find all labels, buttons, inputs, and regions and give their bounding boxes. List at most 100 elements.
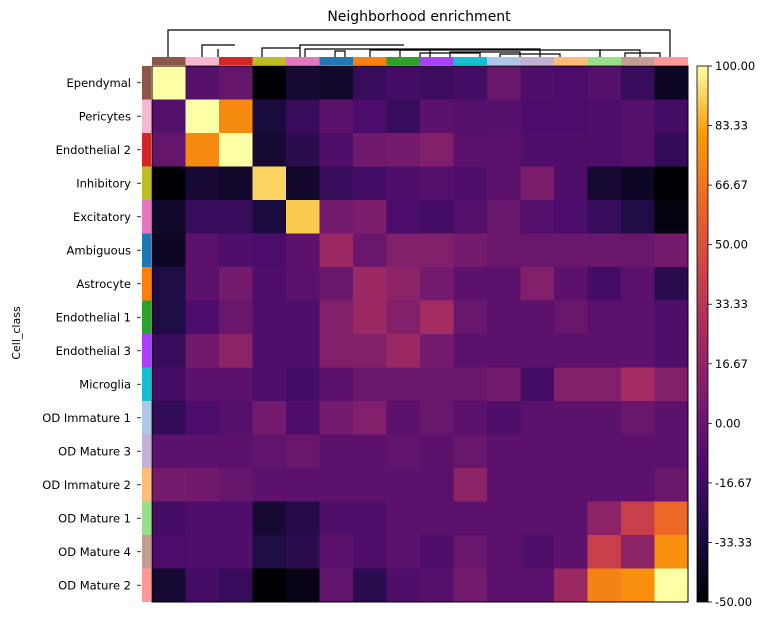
column-category-swatch [319,57,353,65]
heatmap-cell [319,267,354,301]
heatmap-cell [219,133,253,167]
chart-title: Neighborhood enrichment [327,9,511,25]
dendrogram [167,29,671,57]
heatmap-cell [520,166,555,201]
heatmap-cell [252,334,287,368]
heatmap-cell [654,66,689,100]
heatmap-cell [219,334,253,368]
heatmap-cell [453,434,488,469]
heatmap-cell [319,434,354,469]
row-category-swatch [142,66,151,100]
heatmap-cell [152,468,186,502]
row-label: Microglia [79,377,131,391]
heatmap-cell [487,434,521,469]
heatmap-cell [520,99,555,134]
heatmap-cell [654,535,689,569]
heatmap-cell [654,233,689,268]
heatmap-cell [621,233,655,268]
heatmap-cell [185,367,220,402]
heatmap-cell [420,468,454,502]
heatmap-cell [286,434,320,469]
heatmap-cell [453,300,488,335]
column-category-swatch [554,57,588,65]
heatmap-cell [420,200,454,234]
heatmap-cell [587,568,622,603]
heatmap-cell [621,133,655,167]
heatmap-cell [185,166,220,201]
heatmap-cell [621,568,655,603]
heatmap-cell [252,267,287,301]
heatmap-cell [554,99,588,134]
heatmap-cell [587,367,622,402]
heatmap-cell [520,233,555,268]
heatmap-cell [487,334,521,368]
heatmap-cell [621,535,655,569]
heatmap-cell [286,401,320,435]
heatmap-cell [219,568,253,603]
heatmap-cell [353,233,387,268]
heatmap-cell [286,99,320,134]
heatmap-cell [520,267,555,301]
heatmap-cell [219,166,253,201]
heatmap-cell [152,267,186,301]
heatmap-cell [453,99,488,134]
dendrogram-link [261,47,300,57]
row-category-swatch [142,267,151,301]
heatmap-cell [319,300,354,335]
heatmap-cell [185,401,220,435]
row-label: Endothelial 2 [56,143,131,157]
row-label: Pericytes [79,109,131,123]
colorbar-tick-label: 100.00 [715,59,755,73]
column-category-swatch [420,57,454,65]
heatmap-cell [453,535,488,569]
row-category-swatch [142,200,151,234]
heatmap-cell [621,401,655,435]
column-category-swatch [654,57,688,65]
row-category-swatch [142,367,151,401]
heatmap-cell [252,535,287,569]
heatmap-cell [420,166,454,201]
heatmap-cell [286,501,320,536]
heatmap-cell [587,300,622,335]
heatmap-cell [420,133,454,167]
heatmap-cell [621,501,655,536]
heatmap-cell [587,66,622,100]
heatmap-cell [152,99,186,134]
dendrogram-link [201,44,235,57]
heatmap-cell [386,501,421,536]
heatmap-cell [185,66,220,100]
heatmap-cell [152,535,186,569]
column-category-swatch [185,57,219,65]
heatmap-cell [587,434,622,469]
heatmap-cell [587,200,622,234]
heatmap-cell [353,535,387,569]
heatmap-cell [386,568,421,603]
heatmap-cell [554,233,588,268]
heatmap-cell [420,401,454,435]
heatmap-cell [420,66,454,100]
heatmap-cell [319,334,354,368]
heatmap-cell [219,267,253,301]
heatmap-cell [152,200,186,234]
row-label: Ependymal [67,76,131,90]
row-labels: Ependymal Pericytes Endothelial 2 Inhibitor… [42,76,141,592]
heatmap-cell [353,267,387,301]
heatmap-cell [286,66,320,100]
heatmap-cell [554,535,588,569]
heatmap-cell [353,468,387,502]
heatmap-cell [185,200,220,234]
row-category-swatch [142,535,151,569]
y-axis-label: Cell_class [10,306,23,360]
heatmap-cell [621,468,655,502]
heatmap-cell [621,300,655,335]
row-category-bar [142,66,151,602]
heatmap-cell [386,66,421,100]
column-category-swatch [453,57,487,65]
heatmap-cell [252,568,287,603]
heatmap-cell [219,367,253,402]
heatmap-cell [319,468,354,502]
heatmap-cell [621,367,655,402]
column-category-swatch [520,57,554,65]
heatmap-cell [453,267,488,301]
